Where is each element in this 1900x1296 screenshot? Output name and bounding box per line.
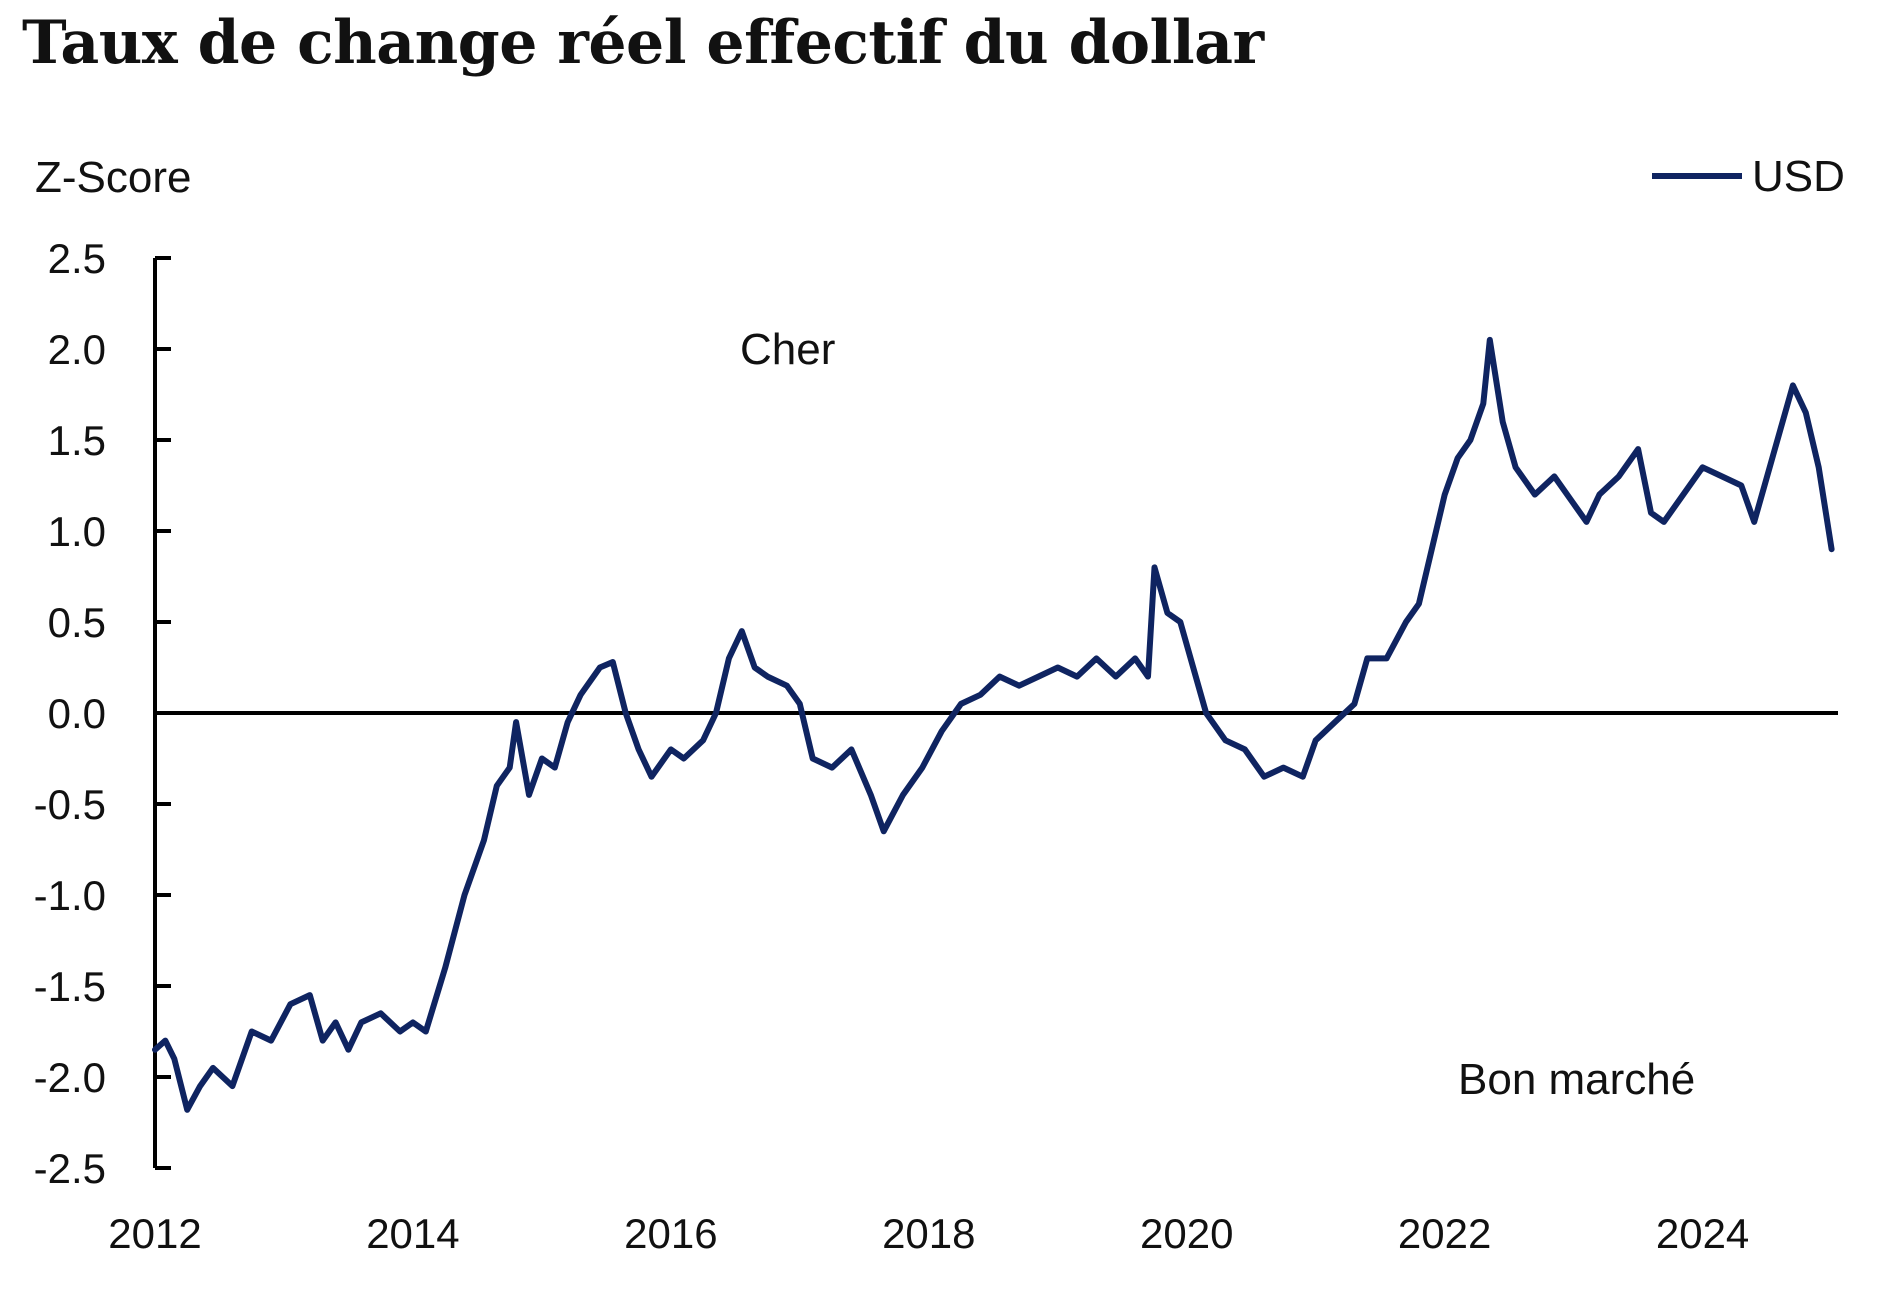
- x-axis-ticks: 2012 2014 2016 2018 2020 2022 2024: [108, 1210, 1749, 1257]
- y-tick-label: 1.0: [48, 508, 106, 555]
- chart-title: Taux de change réel effectif du dollar: [22, 8, 1264, 78]
- y-tick-label: -2.0: [34, 1054, 106, 1101]
- legend-label-usd: USD: [1752, 152, 1845, 201]
- series-group: [152, 336, 1835, 1113]
- x-tick-label: 2018: [882, 1210, 975, 1257]
- y-tick-label: -0.5: [34, 781, 106, 828]
- x-tick-label: 2024: [1656, 1210, 1749, 1257]
- x-tick-label: 2014: [366, 1210, 459, 1257]
- y-tick-label: 2.5: [48, 235, 106, 282]
- legend: USD: [1652, 152, 1845, 201]
- x-tick-label: 2012: [108, 1210, 201, 1257]
- x-tick-label: 2022: [1398, 1210, 1491, 1257]
- series-line-usd: [152, 336, 1835, 1113]
- annotation-cher: Cher: [740, 325, 835, 374]
- y-tick-label: -1.5: [34, 963, 106, 1010]
- x-tick-label: 2016: [624, 1210, 717, 1257]
- y-tick-label: 0.5: [48, 599, 106, 646]
- y-axis-ticks: 2.5 2.0 1.5 1.0 0.5 0.0 -0.5 -1.0 -1.5 -2.0 -2.5: [34, 235, 171, 1192]
- y-axis-title: Z-Score: [35, 153, 191, 202]
- annotation-bon-marche: Bon marché: [1458, 1055, 1695, 1104]
- y-tick-label: -1.0: [34, 872, 106, 919]
- y-tick-label: 1.5: [48, 417, 106, 464]
- x-tick-label: 2020: [1140, 1210, 1233, 1257]
- y-tick-label: -2.5: [34, 1145, 106, 1192]
- y-tick-label: 0.0: [48, 690, 106, 737]
- y-tick-label: 2.0: [48, 326, 106, 373]
